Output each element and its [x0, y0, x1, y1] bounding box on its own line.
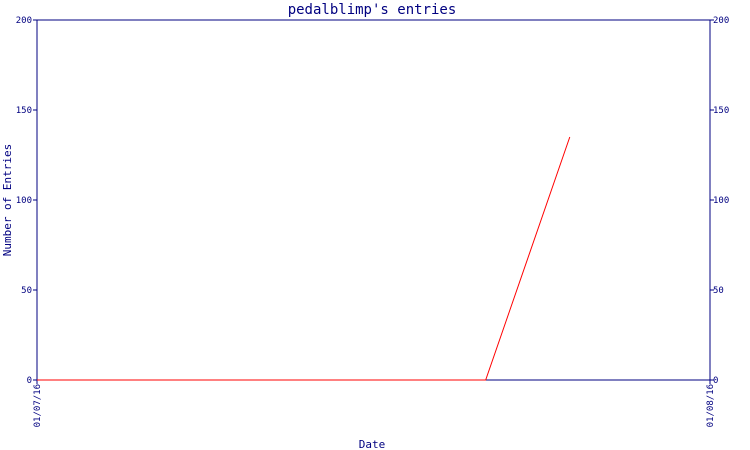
y-tick-label-right: 200 [713, 16, 729, 26]
plot-frame [36, 19, 711, 381]
y-tick-label-left: 0 [27, 376, 32, 386]
y-tick-label-right: 50 [713, 286, 724, 296]
series-line [37, 136, 571, 381]
y-axis-left: 0 50 100 150 200 [16, 16, 37, 386]
x-axis: 01/07/16 01/08/16 [33, 380, 716, 427]
series-layer [37, 136, 571, 381]
y-tick-label-left: 100 [16, 196, 32, 206]
y-tick-label-right: 150 [713, 106, 729, 116]
y-tick-label-right: 100 [713, 196, 729, 206]
y-axis-title: Number of Entries [1, 144, 14, 257]
x-axis-title: Date [359, 438, 386, 450]
y-tick-label-right: 0 [713, 376, 718, 386]
x-tick-label: 01/08/16 [706, 384, 716, 427]
y-axis-right: 0 50 100 150 200 [710, 16, 729, 386]
y-tick-label-left: 200 [16, 16, 32, 26]
y-tick-label-left: 150 [16, 106, 32, 116]
y-tick-label-left: 50 [21, 286, 32, 296]
x-tick-label: 01/07/16 [33, 384, 43, 427]
chart-title: pedalblimp's entries [288, 2, 457, 18]
